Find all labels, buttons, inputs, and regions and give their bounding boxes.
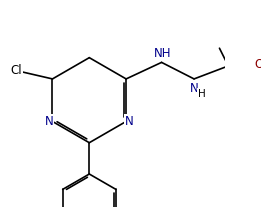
Text: N: N (125, 115, 134, 128)
Text: N: N (45, 115, 53, 128)
Text: H: H (198, 89, 206, 99)
Text: Cl: Cl (10, 64, 22, 77)
Text: NH: NH (154, 47, 171, 60)
Text: N: N (190, 82, 198, 95)
Text: O: O (254, 58, 261, 71)
